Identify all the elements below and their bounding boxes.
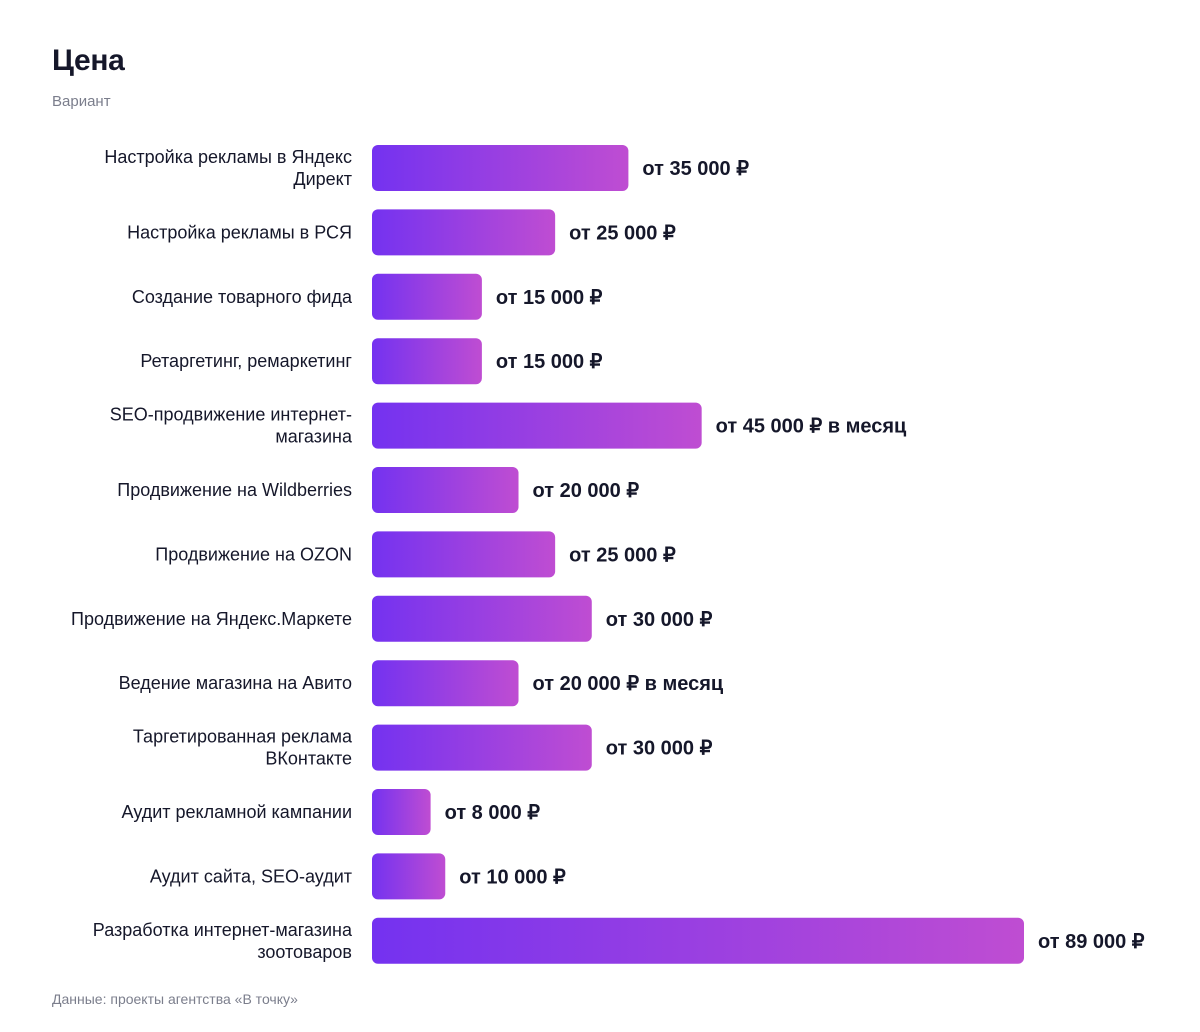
value-label-5: от 45 000 ₽ в месяц bbox=[716, 416, 907, 438]
bar-9 bbox=[372, 660, 519, 707]
value-label-9: от 20 000 ₽ в месяц bbox=[533, 673, 724, 695]
value-label-3: от 15 000 ₽ bbox=[496, 287, 603, 309]
value-label-1: от 35 000 ₽ bbox=[642, 158, 749, 180]
value-label-6: от 20 000 ₽ bbox=[533, 480, 640, 502]
bar-1 bbox=[372, 145, 629, 191]
category-label-9: Ведение магазина на Авито bbox=[119, 673, 352, 693]
value-label-12: от 10 000 ₽ bbox=[459, 866, 566, 888]
chart-subtitle: Вариант bbox=[52, 93, 111, 110]
category-label-3: Создание товарного фида bbox=[132, 287, 353, 307]
value-label-11: от 8 000 ₽ bbox=[445, 802, 541, 824]
bar-7 bbox=[372, 531, 556, 578]
value-label-2: от 25 000 ₽ bbox=[569, 222, 676, 244]
category-label-12: Аудит сайта, SEO-аудит bbox=[150, 866, 352, 886]
bars-group: Настройка рекламы в Яндекс Директ от 35 00… bbox=[71, 145, 1145, 964]
category-label-8: Продвижение на Яндекс.Маркете bbox=[71, 609, 352, 629]
category-label-13: Разработка интернет-магазина зоотоваров bbox=[93, 920, 353, 962]
category-label-4: Ретаргетинг, ремаркетинг bbox=[140, 351, 352, 371]
bar-3 bbox=[372, 273, 482, 320]
bar-4 bbox=[372, 338, 482, 385]
bar-12 bbox=[372, 853, 446, 900]
bar-5 bbox=[372, 402, 702, 449]
value-label-10: от 30 000 ₽ bbox=[606, 738, 713, 760]
value-label-4: от 15 000 ₽ bbox=[496, 351, 603, 373]
chart-title: Цена bbox=[52, 44, 125, 77]
category-label-5: SEO-продвижение интернет-магазина bbox=[110, 405, 353, 447]
category-label-6: Продвижение на Wildberries bbox=[117, 480, 352, 500]
category-label-2: Настройка рекламы в РСЯ bbox=[127, 222, 352, 242]
value-label-8: от 30 000 ₽ bbox=[606, 609, 713, 631]
bar-2 bbox=[372, 209, 556, 256]
bar-13 bbox=[372, 917, 1024, 964]
bar-8 bbox=[372, 595, 592, 642]
value-label-13: от 89 000 ₽ bbox=[1038, 931, 1145, 953]
bar-6 bbox=[372, 467, 519, 513]
data-source-note: Данные: проекты агентства «В точку» bbox=[52, 991, 298, 1007]
category-label-7: Продвижение на OZON bbox=[155, 544, 352, 564]
bar-10 bbox=[372, 724, 592, 771]
category-label-1: Настройка рекламы в Яндекс Директ bbox=[104, 147, 352, 189]
category-label-11: Аудит рекламной кампании bbox=[122, 802, 352, 822]
value-label-7: от 25 000 ₽ bbox=[569, 544, 676, 566]
category-label-10: Таргетированная реклама ВКонтакте bbox=[133, 727, 353, 769]
bar-11 bbox=[372, 789, 431, 835]
